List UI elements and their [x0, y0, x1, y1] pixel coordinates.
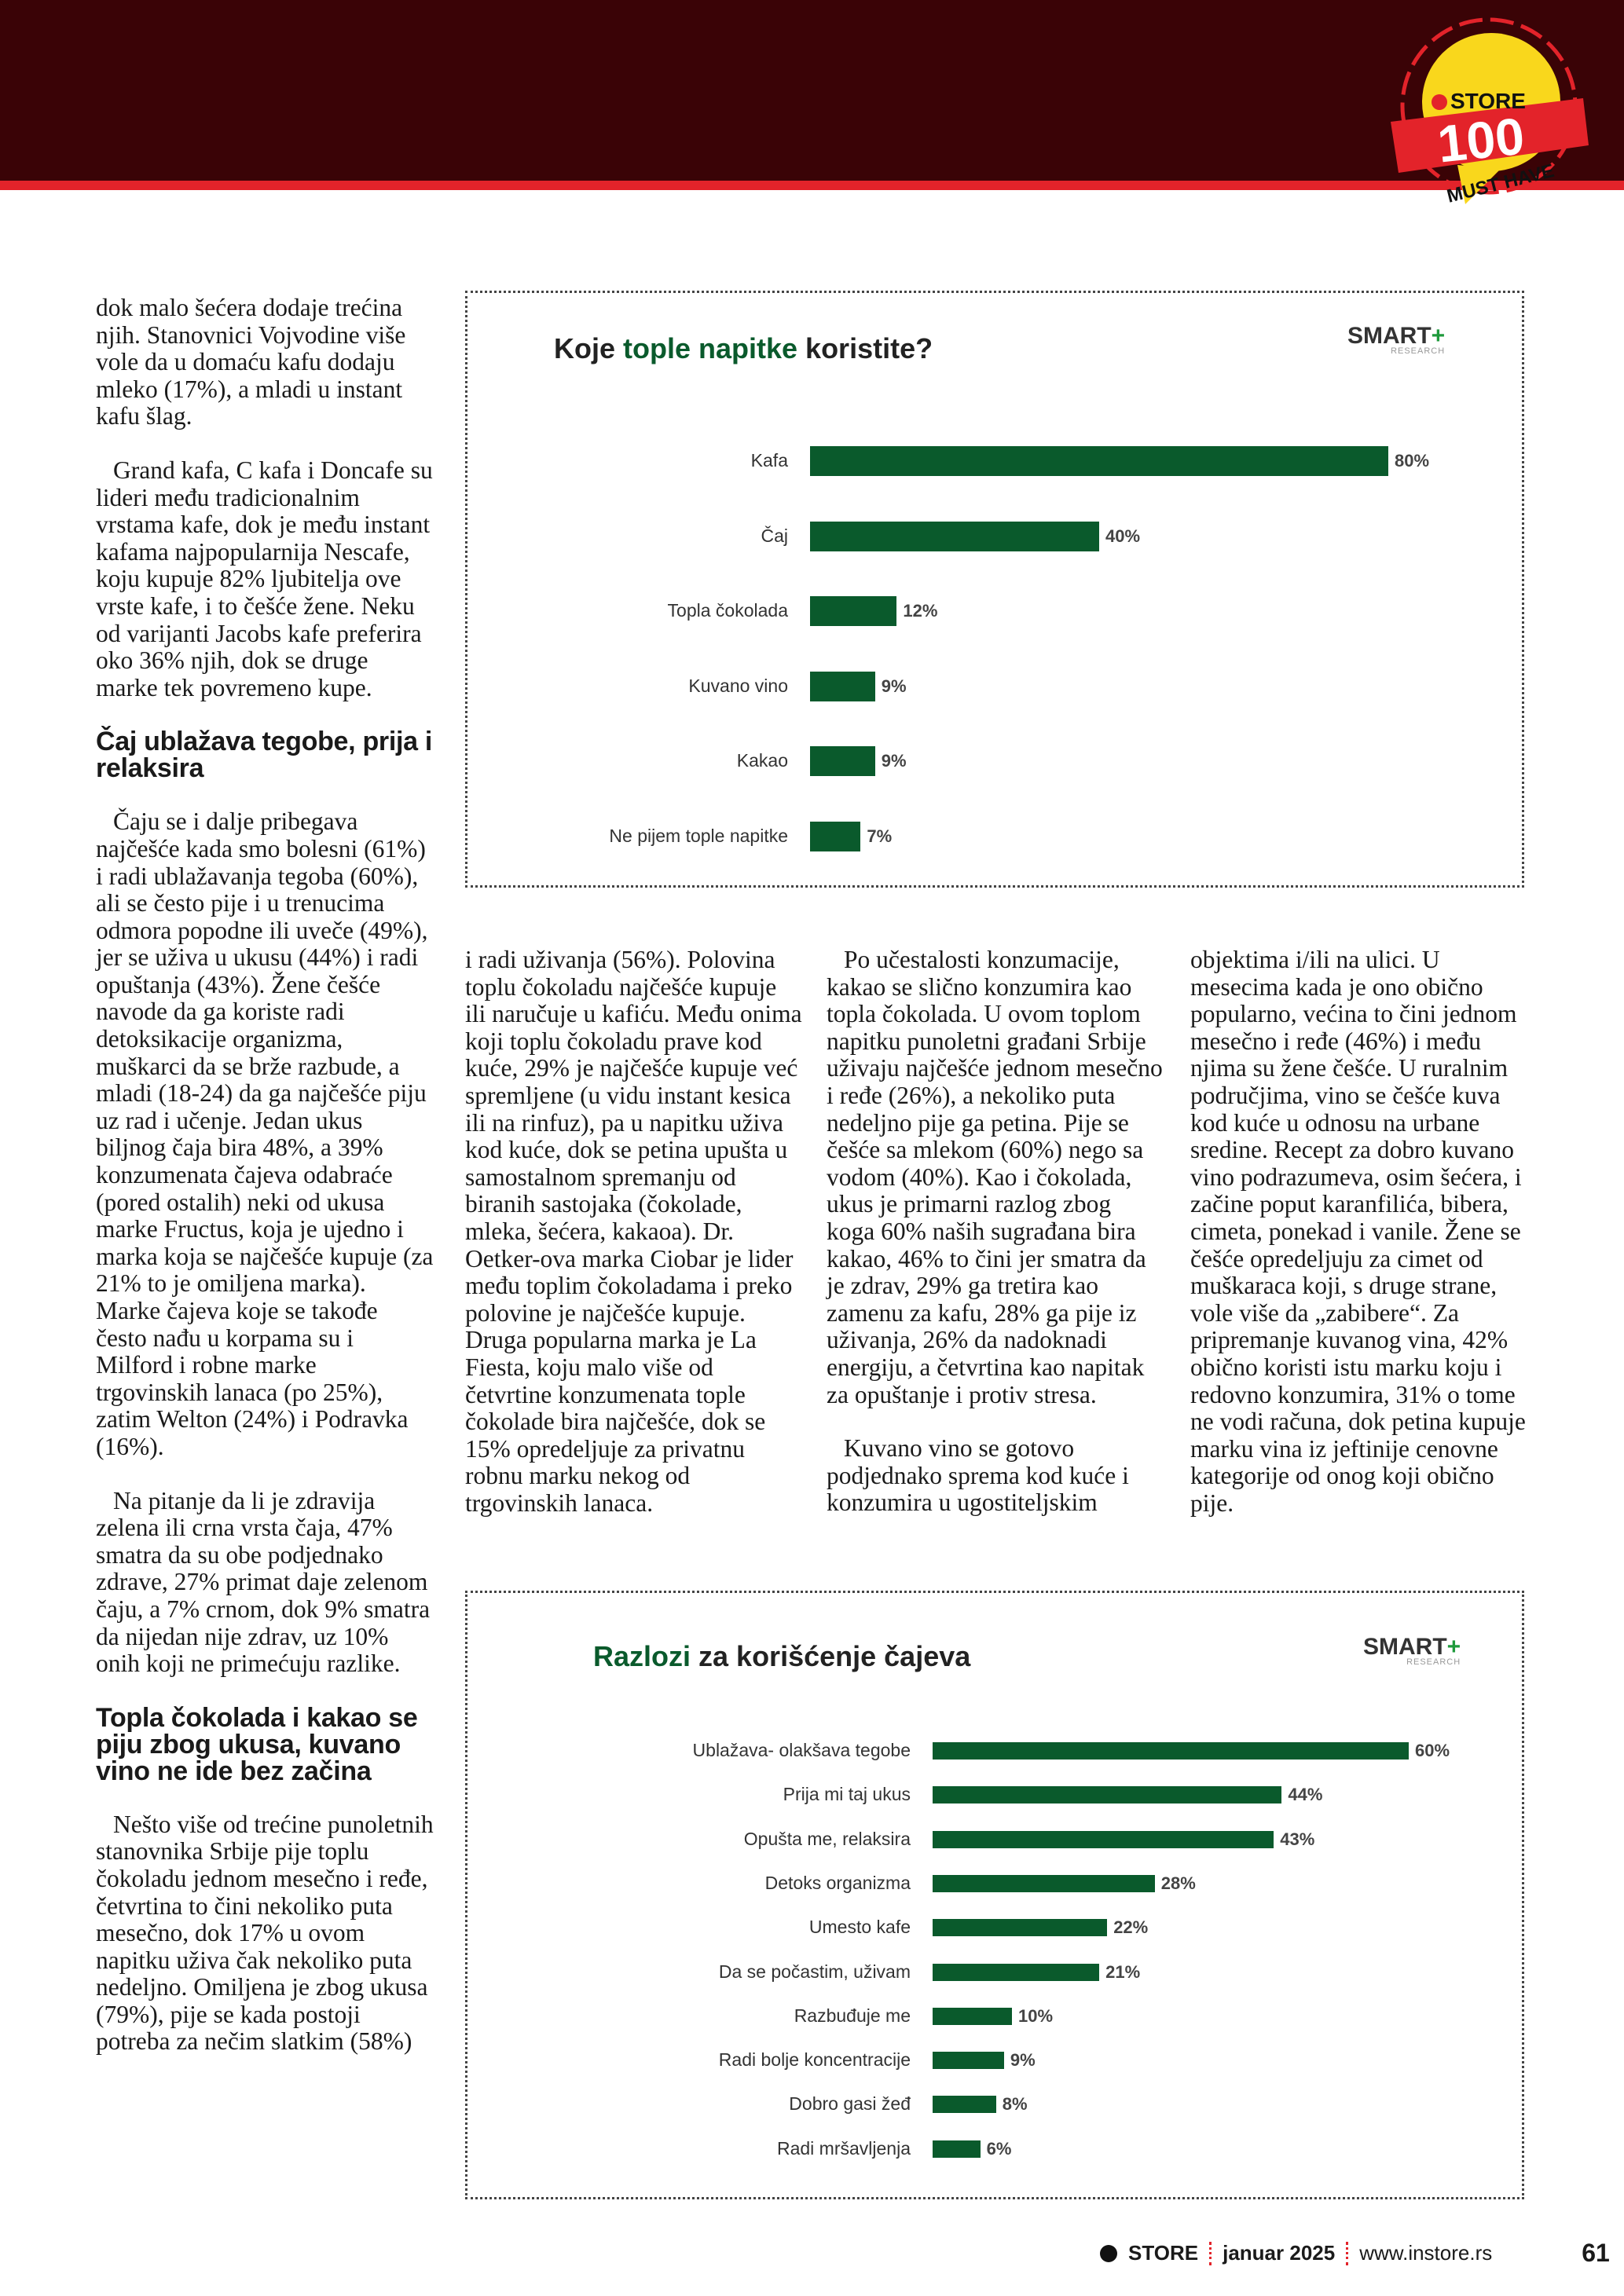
paragraph: dok malo šećera dodaje trećina njih. Sta… — [96, 294, 406, 430]
chart-title: Koje tople napitke koristite? — [554, 332, 933, 365]
bar — [933, 2007, 1012, 2025]
bar — [933, 1919, 1108, 1937]
value-label: 43% — [1280, 1829, 1315, 1849]
value-label: 28% — [1160, 1873, 1196, 1893]
category-label: Kuvano vino — [688, 675, 788, 696]
paragraph: Nešto više od trećine punoletnih stanovn… — [96, 1810, 434, 2056]
chart-title-part: Koje — [554, 332, 624, 364]
paragraph: Grand kafa, C kafa i Doncafe su lideri m… — [96, 456, 433, 701]
bar — [933, 2096, 996, 2114]
chart-hot-drinks: Koje tople napitke koristite? SMART+ RESEA… — [465, 291, 1524, 888]
category-label: Kakao — [736, 750, 788, 771]
header-band — [0, 0, 1624, 181]
value-label: 8% — [1002, 2094, 1028, 2115]
bar — [810, 746, 875, 776]
bar — [933, 2052, 1004, 2070]
category-label: Kafa — [750, 450, 788, 471]
subheading: Čaj ublažava tegobe, prija i relaksira — [96, 727, 433, 784]
header-divider — [0, 181, 1624, 190]
divider — [1346, 2241, 1349, 2265]
column-1: dok malo šećera dodaje trećina njih. Sta… — [96, 294, 434, 2082]
paragraph: Po učestalosti konzumacije, kakao se sli… — [827, 946, 1163, 1408]
bar — [933, 2140, 981, 2158]
footer-issue: januar 2025 — [1223, 2241, 1336, 2265]
value-label: 80% — [1395, 451, 1430, 471]
value-label: 40% — [1105, 525, 1141, 546]
category-label: Razbuđuje me — [794, 2005, 911, 2026]
bar — [933, 1786, 1282, 1804]
value-label: 21% — [1105, 1961, 1141, 1982]
bar — [933, 1963, 1100, 1981]
footer: STORE januar 2025 www.instore.rs 61 — [1100, 2239, 1610, 2268]
value-label: 6% — [986, 2138, 1012, 2159]
bar — [810, 521, 1099, 551]
category-label: Radi mršavljenja — [776, 2137, 911, 2159]
category-label: Dobro gasi žeđ — [789, 2093, 911, 2115]
divider — [1209, 2241, 1212, 2265]
category-label: Topla čokolada — [667, 600, 788, 621]
bar — [933, 1874, 1155, 1892]
value-label: 12% — [903, 601, 938, 621]
bar — [933, 1830, 1274, 1848]
instore-logo-icon — [1100, 2244, 1117, 2262]
category-label: Radi bolje koncentracije — [718, 2049, 911, 2071]
chart-tea-reasons: Razlozi za korišćenje čajeva SMART+ RESEAR… — [465, 1591, 1524, 2199]
svg-text:STORE: STORE — [1450, 89, 1526, 113]
value-label: 22% — [1113, 1917, 1149, 1938]
column-2: i radi uživanja (56%). Polovina toplu čo… — [465, 946, 803, 1543]
paragraph: Kuvano vino se gotovo podjednako sprema … — [827, 1434, 1129, 1517]
bar — [933, 1742, 1409, 1760]
category-label: Prija mi taj ukus — [783, 1784, 911, 1805]
footer-brand: STORE — [1128, 2241, 1199, 2265]
paragraph: Čaju se i dalje pribegava najčešće kada … — [96, 807, 434, 1460]
paragraph: Na pitanje da li je zdravija zelena ili … — [96, 1486, 431, 1678]
paragraph: i radi uživanja (56%). Polovina toplu čo… — [465, 946, 802, 1517]
chart-title-part: Razlozi — [593, 1640, 691, 1672]
category-label: Da se počastim, uživam — [718, 1961, 911, 1982]
column-4: objektima i/ili na ulici. U mesecima kad… — [1190, 946, 1528, 1543]
paragraph: objektima i/ili na ulici. U mesecima kad… — [1190, 946, 1526, 1517]
smart-research-logo: SMART+ RESEARCH — [1363, 1634, 1461, 1667]
value-label: 9% — [881, 751, 907, 771]
page-number: 61 — [1582, 2239, 1610, 2267]
chart-title-part: koristite? — [797, 332, 933, 364]
value-label: 10% — [1018, 2005, 1054, 2026]
category-label: Čaj — [761, 525, 788, 546]
chart-title-part: tople napitke — [623, 332, 798, 364]
column-3: Po učestalosti konzumacije, kakao se sli… — [827, 946, 1164, 1543]
category-label: Detoks organizma — [764, 1872, 911, 1893]
bar — [810, 596, 897, 626]
value-label: 9% — [1010, 2050, 1036, 2071]
chart-title-part: za korišćenje čajeva — [691, 1640, 971, 1672]
svg-text:100: 100 — [1435, 107, 1527, 174]
category-label: Umesto kafe — [808, 1917, 911, 1938]
value-label: 7% — [867, 826, 893, 846]
bar — [810, 446, 1388, 476]
value-label: 9% — [881, 676, 907, 696]
category-label: Opušta me, relaksira — [743, 1828, 911, 1849]
footer-url[interactable]: www.instore.rs — [1359, 2241, 1493, 2265]
instore-100-must-have-logo: STORE 100 MUST HAVE — [1391, 17, 1589, 207]
smart-research-logo: SMART+ RESEARCH — [1347, 323, 1446, 356]
subheading: Topla čokolada i kakao se piju zbog ukus… — [96, 1702, 418, 1786]
bar — [810, 671, 875, 701]
bar — [810, 821, 861, 851]
value-label: 44% — [1288, 1785, 1323, 1805]
value-label: 60% — [1415, 1741, 1450, 1760]
category-label: Ne pijem tople napitke — [609, 825, 788, 846]
chart-title: Razlozi za korišćenje čajeva — [593, 1640, 970, 1673]
category-label: Ublažava- olakšava tegobe — [692, 1740, 911, 1760]
